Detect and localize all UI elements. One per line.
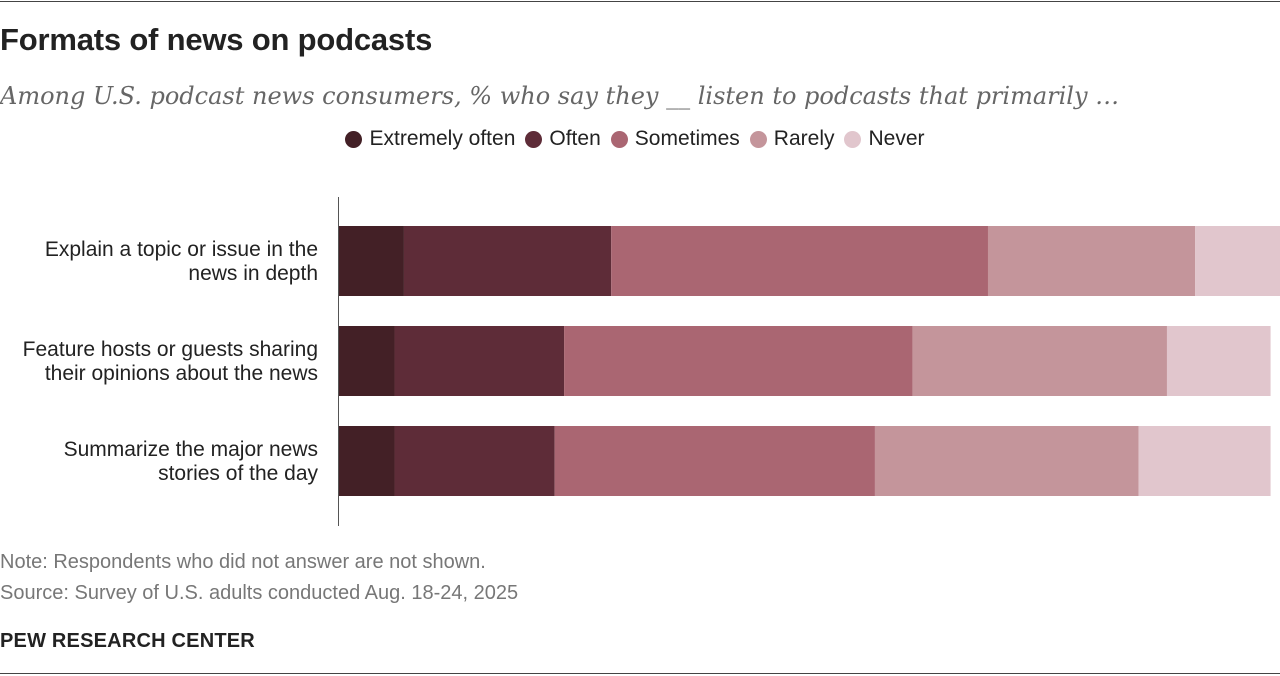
legend-label-never: Never: [868, 127, 925, 150]
chart-title: Formats of news on podcasts: [0, 22, 433, 57]
legend-swatch-extremely-often: [345, 130, 363, 148]
legend-label-often: Often: [549, 127, 601, 150]
top-rule: [0, 1, 1280, 2]
bar-segment-never-row-3: [1138, 426, 1271, 496]
note-text: Note: Respondents who did not answer are…: [0, 551, 486, 573]
bar-segment-extremely-often-row-1: [338, 226, 404, 296]
legend-item-sometimes: Sometimes: [610, 127, 740, 151]
legend-swatch-never: [844, 130, 862, 148]
bottom-rule: [0, 673, 1280, 674]
pew-brand: PEW RESEARCH CENTER: [0, 630, 255, 652]
bar-segment-rarely-row-2: [912, 326, 1167, 396]
row-label-explain-topic: Explain a topic or issue in the news in …: [0, 238, 318, 286]
bar-segment-often-row-2: [394, 326, 565, 396]
bar-segment-often-row-1: [403, 226, 612, 296]
chart-baseline: [338, 197, 339, 526]
bar-segment-often-row-3: [394, 426, 555, 496]
row-label-feature-hosts-line2: their opinions about the news: [44, 362, 318, 385]
legend-item-extremely-often: Extremely often: [345, 127, 515, 151]
bar-segment-rarely-row-3: [874, 426, 1139, 496]
legend-label-rarely: Rarely: [773, 127, 835, 150]
legend-item-never: Never: [844, 127, 925, 151]
chart-subtitle: Among U.S. podcast news consumers, % who…: [0, 82, 1120, 110]
row-label-summarize-news-line1: Summarize the major news: [63, 438, 318, 461]
bar-segment-sometimes-row-2: [564, 326, 913, 396]
legend-label-extremely-often: Extremely often: [369, 127, 516, 150]
bar-segment-never-row-1: [1195, 226, 1280, 296]
bar-segment-sometimes-row-1: [611, 226, 988, 296]
row-label-feature-hosts-line1: Feature hosts or guests sharing: [22, 338, 318, 361]
legend-item-rarely: Rarely: [749, 127, 835, 151]
bar-segment-sometimes-row-3: [554, 426, 875, 496]
legend: Extremely often Often Sometimes Rarely N…: [0, 127, 1270, 151]
bar-segment-extremely-often-row-3: [338, 426, 395, 496]
row-label-explain-topic-line2: news in depth: [188, 262, 318, 285]
bar-segment-rarely-row-1: [987, 226, 1196, 296]
source-text: Source: Survey of U.S. adults conducted …: [0, 582, 519, 604]
legend-label-sometimes: Sometimes: [634, 127, 740, 150]
bar-segment-extremely-often-row-2: [338, 326, 395, 396]
bar-segment-never-row-2: [1166, 326, 1271, 396]
legend-swatch-often: [525, 130, 543, 148]
row-label-summarize-news: Summarize the major news stories of the …: [0, 438, 318, 486]
legend-item-often: Often: [525, 127, 601, 151]
legend-swatch-rarely: [749, 130, 767, 148]
row-label-explain-topic-line1: Explain a topic or issue in the: [44, 238, 318, 261]
legend-swatch-sometimes: [610, 130, 628, 148]
row-label-feature-hosts: Feature hosts or guests sharing their op…: [0, 338, 318, 386]
row-label-summarize-news-line2: stories of the day: [158, 462, 318, 485]
